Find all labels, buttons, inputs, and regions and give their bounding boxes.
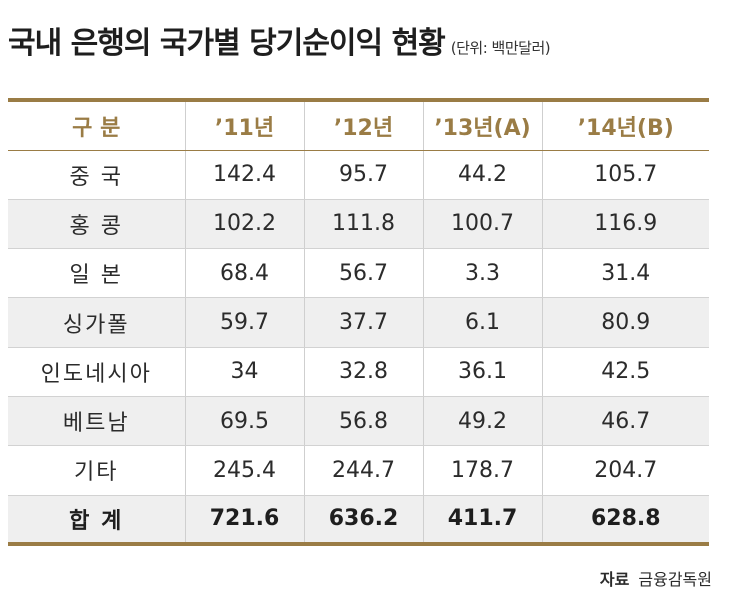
page-title: 국내 은행의 국가별 당기순이익 현황 [8,26,446,61]
source-value: 금융감독원 [638,570,712,589]
source-label: 자료 [599,570,630,589]
table-cell: 111.8 [303,199,423,250]
table-cell: 204.7 [541,445,709,496]
table-cell: 37.7 [303,297,423,348]
source-note: 자료 금융감독원 [600,566,712,590]
table-cell: 31.4 [541,248,709,299]
table-row: 기타 245.4 244.7 178.7 204.7 [8,445,709,496]
table-cell: 44.2 [422,150,542,200]
row-label: 중 국 [8,150,185,200]
table-row: 싱가폴 59.7 37.7 6.1 80.9 [8,297,709,348]
table-cell: 178.7 [422,445,542,496]
row-label: 인도네시아 [8,347,185,397]
table-cell: 100.7 [422,199,542,250]
table-cell: 244.7 [303,445,423,496]
table-cell: 80.9 [541,297,709,348]
table-cell: 3.3 [422,248,542,299]
table-cell: 34 [184,347,304,397]
row-label: 베트남 [8,396,185,447]
row-label: 싱가폴 [8,297,185,348]
header-2011: ’11년 [184,100,304,151]
header-category: 구 분 [8,100,185,151]
row-label: 홍 콩 [8,199,185,250]
table-cell: 411.7 [422,495,542,545]
table-row: 일 본 68.4 56.7 3.3 31.4 [8,248,709,299]
table-cell: 36.1 [422,347,542,397]
total-row: 합 계 721.6 636.2 411.7 628.8 [8,495,709,545]
table-cell: 142.4 [184,150,304,200]
header-2014: ’14년(B) [541,100,709,151]
table-cell: 628.8 [541,495,709,545]
header-2012: ’12년 [303,100,423,151]
table-row: 중 국 142.4 95.7 44.2 105.7 [8,150,709,200]
row-label: 일 본 [8,248,185,299]
table-cell: 102.2 [184,199,304,250]
table-cell: 42.5 [541,347,709,397]
table-cell: 46.7 [541,396,709,447]
table-cell: 49.2 [422,396,542,447]
table-cell: 105.7 [541,150,709,200]
table-cell: 721.6 [184,495,304,545]
table-cell: 116.9 [541,199,709,250]
header-2013: ’13년(A) [422,100,542,151]
table-cell: 59.7 [184,297,304,348]
table-cell: 56.8 [303,396,423,447]
table-cell: 68.4 [184,248,304,299]
table-cell: 245.4 [184,445,304,496]
unit-label: (단위: 백만달러) [450,39,551,57]
profit-table: 구 분 ’11년 ’12년 ’13년(A) ’14년(B) 중 국 142.4 … [8,98,709,547]
row-label: 기타 [8,445,185,496]
table-cell: 56.7 [303,248,423,299]
table-cell: 95.7 [303,150,423,200]
table-header-row: 구 분 ’11년 ’12년 ’13년(A) ’14년(B) [8,100,709,151]
table-cell: 636.2 [303,495,423,545]
title-row: 국내 은행의 국가별 당기순이익 현황 (단위: 백만달러) [8,18,551,62]
table-cell: 32.8 [303,347,423,397]
table-row: 홍 콩 102.2 111.8 100.7 116.9 [8,199,709,250]
row-label: 합 계 [8,495,185,545]
table-row: 인도네시아 34 32.8 36.1 42.5 [8,347,709,397]
table-cell: 6.1 [422,297,542,348]
table-cell: 69.5 [184,396,304,447]
table-row: 베트남 69.5 56.8 49.2 46.7 [8,396,709,447]
